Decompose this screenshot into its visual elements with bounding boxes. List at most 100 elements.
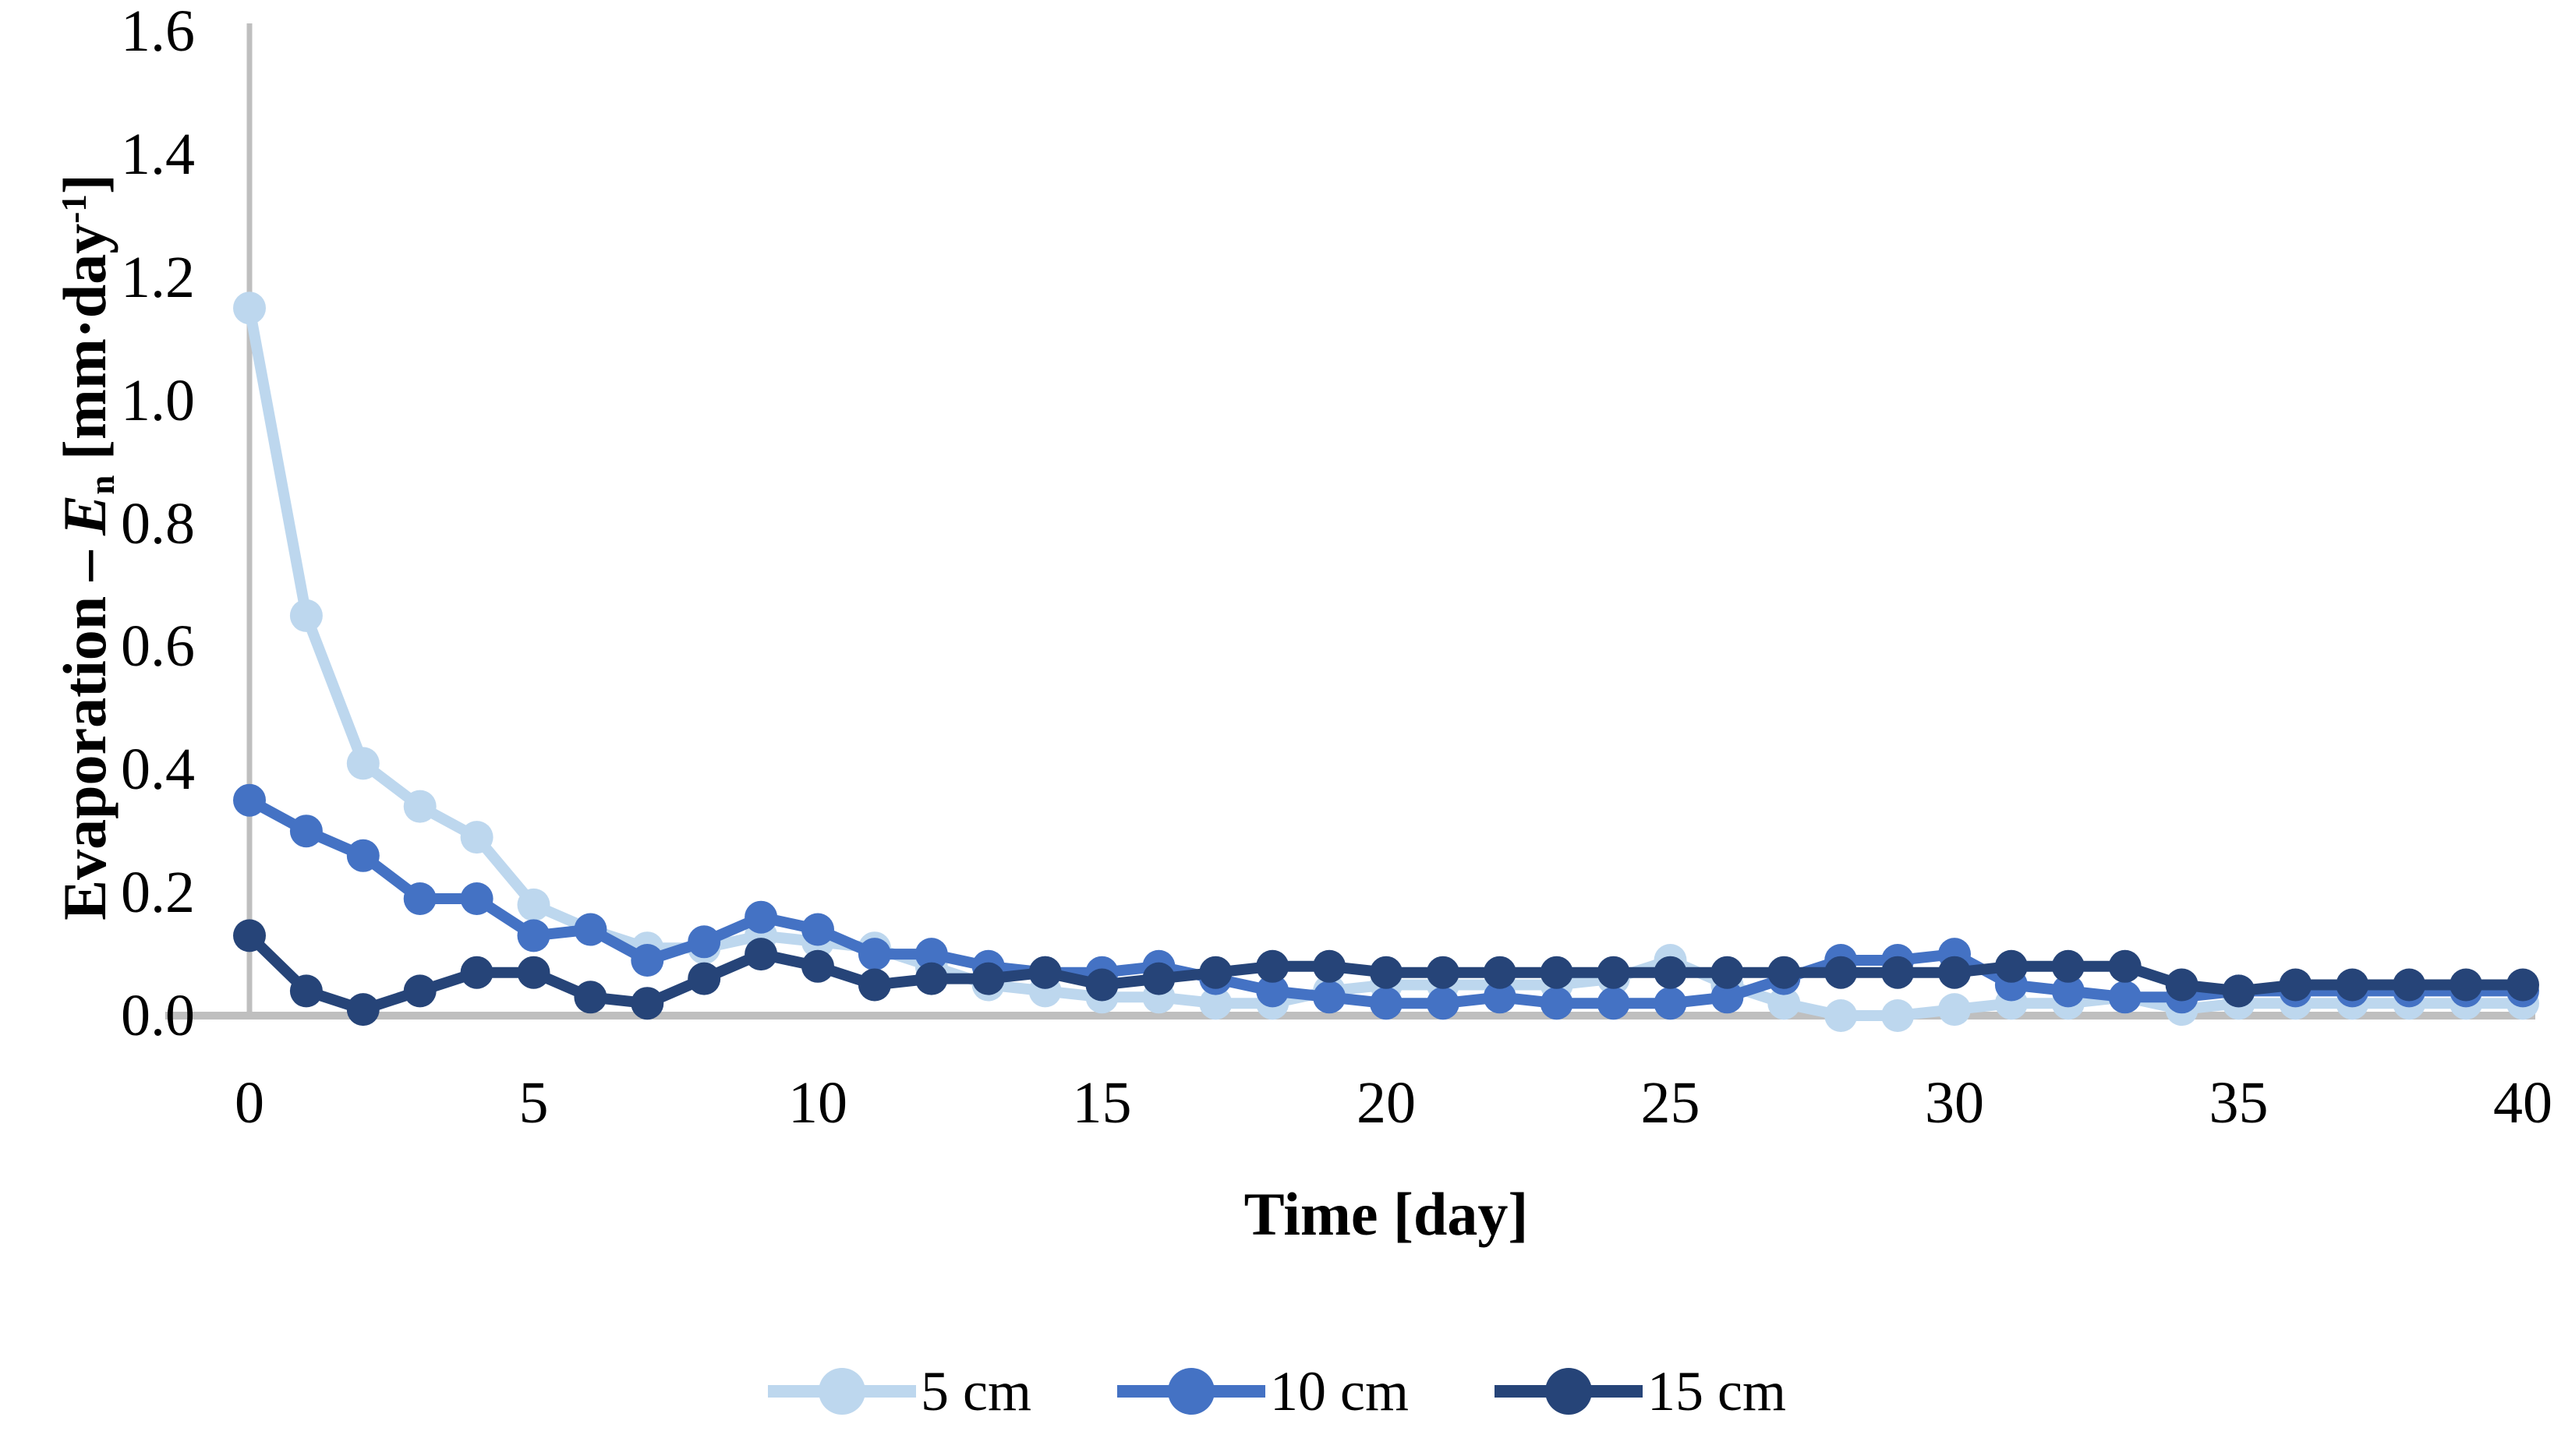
data-point bbox=[688, 962, 721, 995]
data-point bbox=[1994, 949, 2028, 983]
legend-label-15cm: 15 cm bbox=[1647, 1360, 1786, 1422]
legend-marker-10cm-icon bbox=[1117, 1368, 1266, 1415]
x-tick-label: 30 bbox=[1925, 1070, 1984, 1136]
data-point bbox=[1426, 987, 1459, 1020]
data-point bbox=[1256, 974, 1289, 1008]
legend-item-5cm: 5 cm bbox=[768, 1358, 1031, 1425]
data-point bbox=[858, 938, 891, 971]
legend-marker-5cm-icon bbox=[768, 1368, 917, 1415]
y-tick-label: 0.8 bbox=[121, 490, 195, 557]
data-point bbox=[2051, 974, 2085, 1008]
data-point bbox=[1313, 981, 1346, 1014]
data-point bbox=[2506, 968, 2539, 1002]
data-point bbox=[460, 882, 493, 915]
x-tick-label: 0 bbox=[235, 1070, 264, 1136]
y-axis-variable-subscript: n bbox=[83, 475, 122, 495]
x-tick-label: 20 bbox=[1357, 1070, 1416, 1136]
data-point bbox=[517, 956, 550, 989]
data-point bbox=[1085, 968, 1119, 1002]
data-point bbox=[1938, 956, 1971, 989]
data-point bbox=[574, 913, 607, 946]
legend: 5 cm 10 cm 15 cm bbox=[140, 1358, 2414, 1425]
data-point bbox=[2336, 968, 2369, 1002]
y-tick-label: 0.2 bbox=[121, 860, 195, 926]
data-point bbox=[574, 981, 607, 1014]
data-point bbox=[631, 987, 664, 1020]
data-point bbox=[1597, 987, 1630, 1020]
x-tick-label: 15 bbox=[1072, 1070, 1132, 1136]
data-point bbox=[233, 292, 266, 325]
data-point bbox=[346, 993, 380, 1027]
data-point bbox=[2108, 949, 2142, 983]
data-point bbox=[1540, 987, 1573, 1020]
y-axis-variable: E bbox=[50, 494, 119, 535]
data-point bbox=[1767, 956, 1801, 989]
data-point bbox=[1370, 956, 1403, 989]
x-tick-label: 25 bbox=[1640, 1070, 1700, 1136]
series-line-5cm bbox=[244, 306, 2523, 1021]
data-point bbox=[460, 821, 493, 854]
data-point bbox=[517, 919, 550, 952]
data-point bbox=[2279, 968, 2312, 1002]
y-axis-unit-close: ] bbox=[50, 174, 119, 195]
data-point bbox=[1881, 956, 1915, 989]
data-point bbox=[801, 913, 834, 946]
y-tick-label: 1.6 bbox=[121, 0, 195, 64]
y-axis-title: Evaporation – En [mm·day-1] bbox=[35, 0, 122, 1171]
data-point bbox=[1028, 956, 1062, 989]
data-point bbox=[2108, 981, 2142, 1014]
data-point bbox=[460, 956, 493, 989]
legend-label-10cm: 10 cm bbox=[1270, 1360, 1409, 1422]
data-point bbox=[1256, 949, 1289, 983]
data-point bbox=[2450, 968, 2483, 1002]
legend-label-5cm: 5 cm bbox=[921, 1360, 1032, 1422]
data-point bbox=[1540, 956, 1573, 989]
data-point bbox=[745, 938, 778, 971]
y-tick-label: 1.0 bbox=[121, 367, 195, 433]
data-point bbox=[289, 974, 323, 1008]
data-point bbox=[517, 888, 550, 921]
data-point bbox=[2051, 949, 2085, 983]
data-point bbox=[1483, 981, 1516, 1014]
data-point bbox=[289, 599, 323, 632]
data-point bbox=[801, 949, 834, 983]
data-point bbox=[1767, 987, 1801, 1020]
y-tick-label: 0.6 bbox=[121, 613, 195, 680]
data-point bbox=[914, 938, 948, 971]
data-point bbox=[631, 944, 664, 977]
data-point bbox=[1426, 956, 1459, 989]
data-point bbox=[858, 968, 891, 1002]
data-point bbox=[1654, 956, 1687, 989]
data-point bbox=[688, 925, 721, 959]
legend-item-10cm: 10 cm bbox=[1117, 1358, 1409, 1425]
data-point bbox=[346, 747, 380, 780]
data-point bbox=[1824, 999, 1858, 1032]
data-point bbox=[1199, 956, 1233, 989]
data-point bbox=[1654, 987, 1687, 1020]
x-tick-label: 10 bbox=[788, 1070, 847, 1136]
data-point bbox=[1824, 956, 1858, 989]
data-point bbox=[289, 815, 323, 848]
data-point bbox=[1938, 993, 1971, 1027]
data-point bbox=[1710, 981, 1744, 1014]
data-point bbox=[233, 919, 266, 952]
data-point bbox=[1199, 987, 1233, 1020]
data-point bbox=[233, 783, 266, 817]
y-tick-label: 0.4 bbox=[121, 737, 195, 803]
data-point bbox=[1483, 956, 1516, 989]
legend-marker-15cm-icon bbox=[1494, 1368, 1643, 1415]
x-tick-label: 35 bbox=[2209, 1070, 2269, 1136]
x-tick-label: 5 bbox=[518, 1070, 549, 1136]
y-tick-label: 1.4 bbox=[121, 121, 195, 187]
data-point bbox=[971, 962, 1005, 995]
data-point bbox=[403, 790, 437, 823]
legend-item-15cm: 15 cm bbox=[1494, 1358, 1786, 1425]
data-point bbox=[2393, 968, 2426, 1002]
y-axis-unit: [mm·day bbox=[50, 223, 119, 475]
y-tick-label: 0.0 bbox=[121, 983, 195, 1048]
data-point bbox=[1710, 956, 1744, 989]
x-tick-label: 40 bbox=[2493, 1070, 2552, 1136]
data-point bbox=[403, 882, 437, 915]
